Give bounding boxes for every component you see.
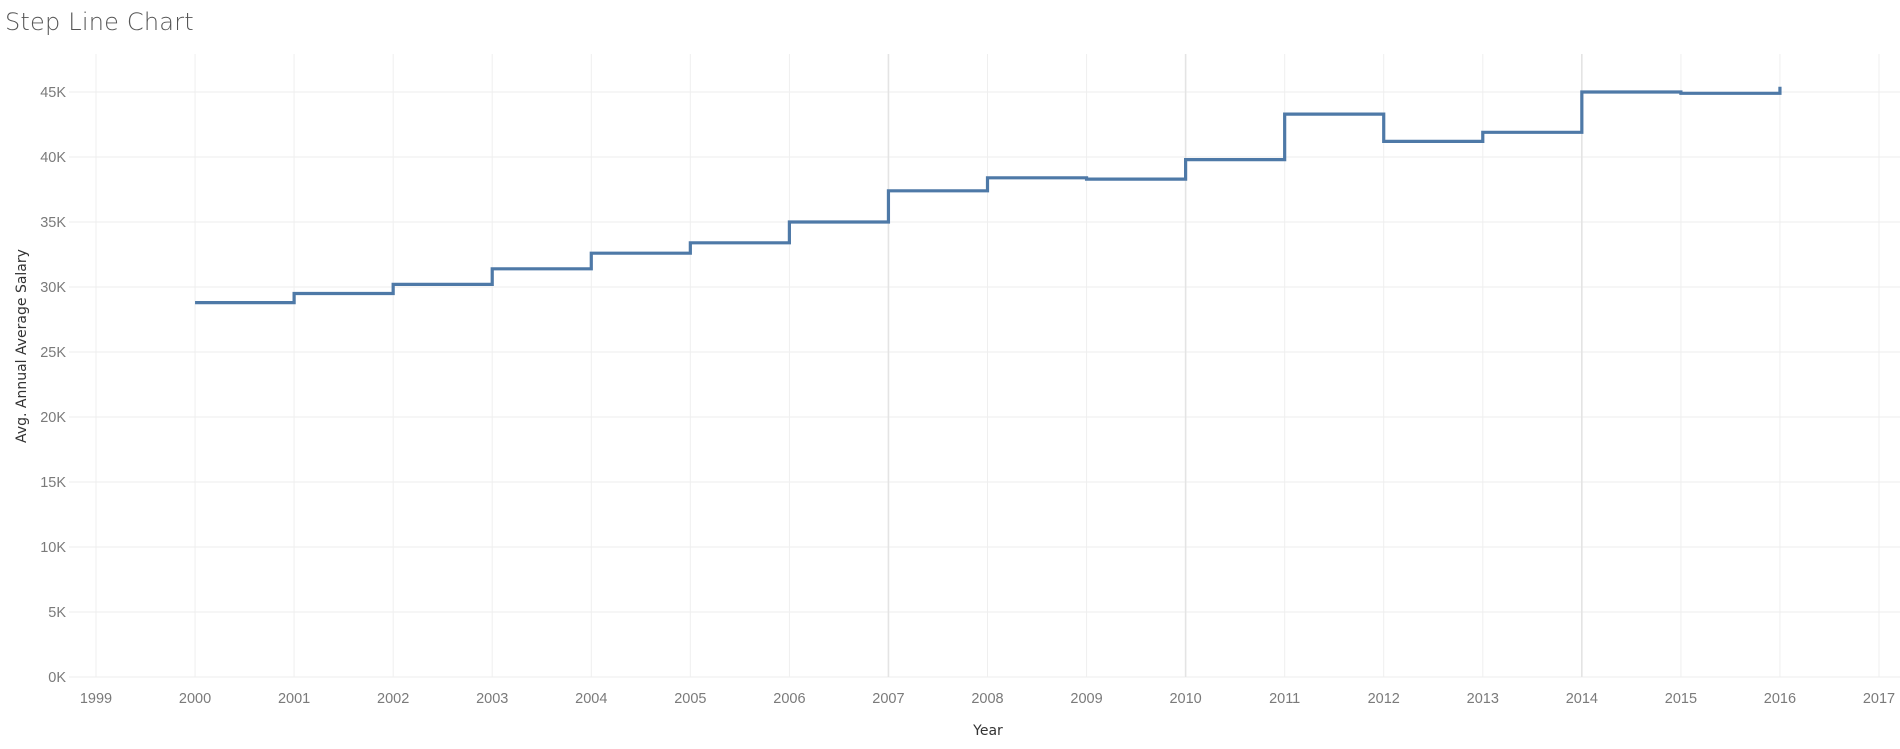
- y-tick-label: 15K: [40, 475, 66, 491]
- grid: [69, 54, 1900, 678]
- x-tick-label: 2015: [1665, 691, 1697, 707]
- x-tick-label: 2014: [1566, 691, 1598, 707]
- series-step-line: [195, 86, 1782, 305]
- x-tick-label: 2006: [773, 691, 805, 707]
- y-tick-label: 25K: [40, 345, 66, 361]
- x-tick-label: 2001: [278, 691, 310, 707]
- y-tick-label: 10K: [40, 540, 66, 556]
- x-tick-label: 2000: [179, 691, 211, 707]
- x-tick-label: 2005: [674, 691, 706, 707]
- x-tick-label: 2003: [476, 691, 508, 707]
- plot-area: [195, 86, 1782, 305]
- y-axis-title: Avg. Annual Average Salary: [14, 249, 30, 443]
- x-tick-label: 2017: [1863, 691, 1895, 707]
- x-tick-label: 2009: [1070, 691, 1102, 707]
- y-tick-label: 30K: [40, 280, 66, 296]
- y-tick-label: 20K: [40, 410, 66, 426]
- x-tick-label: 2012: [1368, 691, 1400, 707]
- x-tick-label: 2002: [377, 691, 409, 707]
- x-tick-label: 2008: [971, 691, 1003, 707]
- x-axis-ticks: 1999 2000 2001 2002 2003 2004 2005 2006 2007 2008…: [80, 691, 1895, 707]
- y-tick-label: 5K: [48, 605, 66, 621]
- page-title: Step Line Chart: [5, 8, 194, 36]
- x-tick-label: 1999: [80, 691, 112, 707]
- x-tick-label: 2013: [1467, 691, 1499, 707]
- y-tick-label: 0K: [48, 670, 66, 686]
- x-tick-label: 2007: [872, 691, 904, 707]
- x-tick-label: 2010: [1169, 691, 1201, 707]
- x-tick-label: 2004: [575, 691, 607, 707]
- y-tick-label: 35K: [40, 215, 66, 231]
- y-axis-ticks: 0K 5K 10K 15K 20K 25K 30K 35K 40K 45K: [40, 85, 66, 686]
- x-axis-title: Year: [972, 723, 1003, 739]
- y-tick-label: 40K: [40, 150, 66, 166]
- x-tick-label: 2011: [1269, 691, 1300, 707]
- x-tick-label: 2016: [1764, 691, 1796, 707]
- y-tick-label: 45K: [40, 85, 66, 101]
